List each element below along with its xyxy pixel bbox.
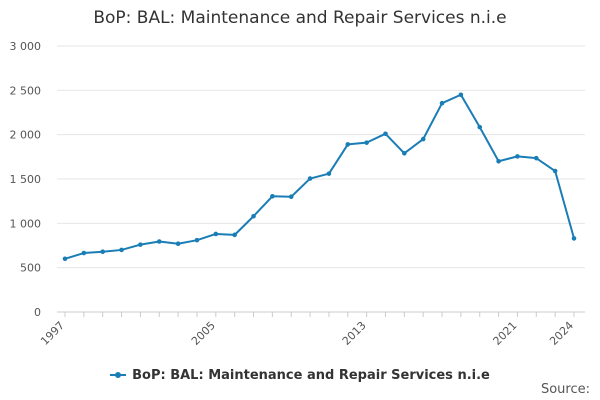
- y-tick-label: 500: [20, 262, 41, 275]
- data-point[interactable]: [138, 242, 143, 247]
- data-point[interactable]: [251, 213, 256, 219]
- x-tick-label: 2024: [547, 319, 576, 348]
- data-point[interactable]: [288, 194, 294, 200]
- data-point[interactable]: [270, 193, 275, 199]
- data-point[interactable]: [364, 140, 369, 145]
- data-point[interactable]: [383, 131, 388, 137]
- data-point[interactable]: [62, 256, 68, 262]
- y-tick-label: 2 500: [10, 84, 42, 97]
- data-point[interactable]: [213, 231, 219, 237]
- data-point[interactable]: [100, 249, 106, 255]
- data-point[interactable]: [326, 171, 332, 176]
- y-tick-label: 3 000: [10, 40, 42, 53]
- data-point[interactable]: [345, 142, 351, 147]
- legend-item[interactable]: BoP: BAL: Maintenance and Repair Service…: [110, 368, 490, 383]
- data-point[interactable]: [156, 239, 162, 244]
- y-tick-label: 2 000: [10, 129, 42, 142]
- data-point[interactable]: [420, 136, 426, 142]
- data-point[interactable]: [571, 236, 577, 241]
- data-point[interactable]: [458, 92, 464, 98]
- data-point[interactable]: [81, 250, 87, 256]
- data-point[interactable]: [307, 176, 313, 181]
- x-tick-label: 2021: [491, 319, 520, 348]
- legend-label: BoP: BAL: Maintenance and Repair Service…: [132, 367, 490, 383]
- y-tick-label: 1 500: [10, 173, 42, 186]
- chart-title: BoP: BAL: Maintenance and Repair Service…: [93, 8, 507, 28]
- legend: BoP: BAL: Maintenance and Repair Service…: [0, 365, 600, 383]
- x-tick-label: 2005: [189, 319, 218, 348]
- data-point[interactable]: [552, 168, 558, 174]
- data-point[interactable]: [194, 237, 200, 243]
- y-tick-label: 0: [34, 306, 41, 319]
- x-tick-label: 1997: [38, 319, 67, 348]
- series-layer: [62, 92, 577, 262]
- data-point[interactable]: [439, 100, 445, 106]
- grid-layer: [57, 45, 585, 269]
- data-point[interactable]: [477, 124, 483, 130]
- legend-line-icon: [110, 372, 127, 378]
- y-tick-label: 1 000: [10, 217, 42, 230]
- series-line: [64, 93, 575, 260]
- data-point[interactable]: [515, 154, 520, 159]
- data-point[interactable]: [175, 241, 181, 247]
- data-point[interactable]: [533, 155, 539, 161]
- data-point[interactable]: [402, 150, 407, 156]
- x-tick-label: 2013: [340, 319, 369, 348]
- axis-layer: 0 500 1 000 1 500 2 000 2 500 3 000 1997 2005 201…: [10, 40, 585, 348]
- data-point[interactable]: [496, 158, 501, 164]
- data-point[interactable]: [119, 247, 124, 253]
- data-point[interactable]: [232, 232, 237, 238]
- source-label: Source:: [540, 382, 590, 397]
